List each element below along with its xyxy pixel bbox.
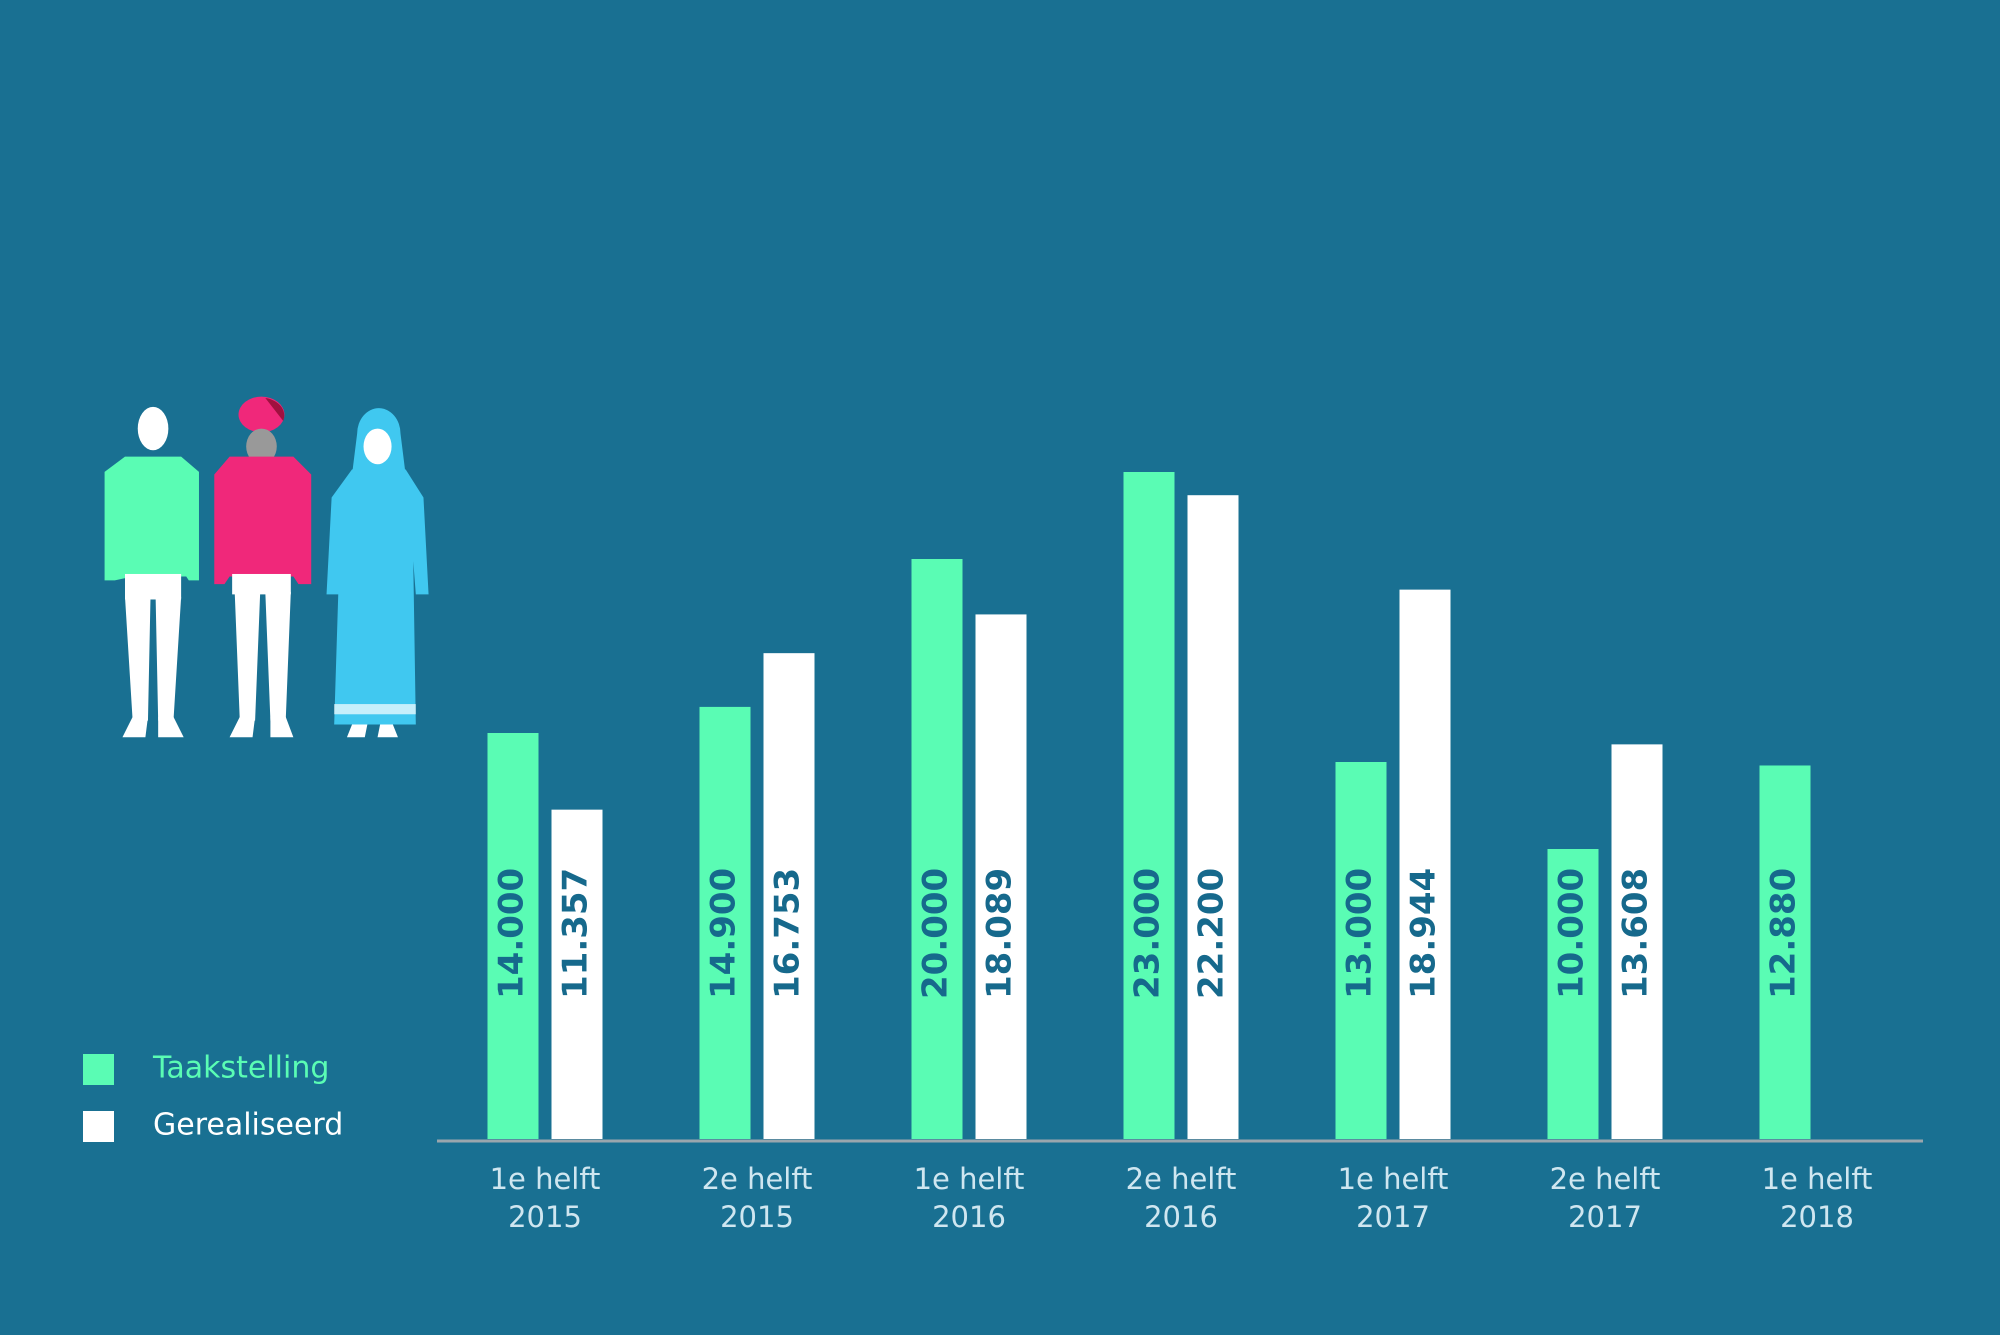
value-label: 12.880 [1764, 868, 1804, 999]
x-tick-label: 2e helft 2015 [701, 1162, 813, 1234]
bar [1399, 589, 1451, 1139]
bar [975, 614, 1027, 1139]
bar [763, 653, 815, 1139]
value-label: 13.000 [1340, 868, 1380, 999]
bar [487, 733, 539, 1139]
value-label: 18.944 [1404, 868, 1444, 999]
value-label: 11.357 [556, 868, 596, 999]
bar [1759, 765, 1811, 1139]
x-tick-label: 2e helft 2016 [1125, 1162, 1237, 1234]
x-tick-label: 1e helft 2017 [1337, 1162, 1449, 1234]
value-label: 18.089 [980, 868, 1020, 999]
value-label: 22.200 [1192, 868, 1232, 999]
x-tick-label: 1e helft 2016 [913, 1162, 1025, 1234]
bar [1335, 762, 1387, 1139]
legend-label: Gerealiseerd [153, 1108, 343, 1143]
value-label: 16.753 [768, 868, 808, 999]
bar [911, 559, 963, 1139]
x-tick-label: 1e helft 2015 [489, 1162, 601, 1234]
legend-label: Taakstelling [152, 1051, 329, 1086]
bar [1123, 472, 1175, 1139]
value-label: 14.900 [704, 868, 744, 999]
legend-swatch [83, 1054, 114, 1085]
value-label: 14.000 [492, 868, 532, 999]
legend-swatch [83, 1111, 114, 1142]
bar [1611, 744, 1663, 1139]
x-tick-label: 1e helft 2018 [1761, 1162, 1873, 1234]
value-label: 23.000 [1128, 868, 1168, 999]
bar [1187, 495, 1239, 1139]
bar [699, 706, 751, 1139]
value-label: 10.000 [1552, 868, 1592, 999]
bar [1547, 849, 1599, 1139]
value-label: 13.608 [1616, 868, 1656, 999]
value-label: 20.000 [916, 868, 956, 999]
people-illustration [104, 396, 429, 738]
bar [551, 809, 603, 1139]
x-tick-label: 2e helft 2017 [1549, 1162, 1661, 1234]
